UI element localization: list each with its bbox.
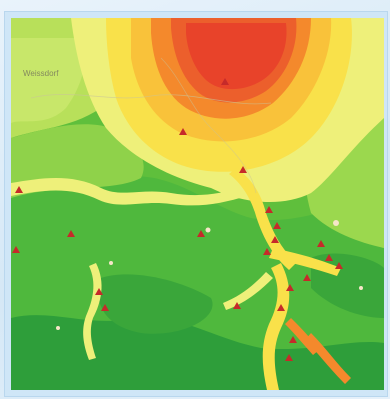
pale-green-patch [11,38,86,123]
triangle-marker-icon[interactable] [265,206,273,213]
triangle-marker-icon[interactable] [285,354,293,361]
heatmap-svg: Weissdorf [11,18,384,390]
triangle-marker-icon[interactable] [12,246,20,253]
triangle-marker-icon[interactable] [95,288,103,295]
triangle-marker-icon[interactable] [325,254,333,261]
triangle-marker-icon[interactable] [277,304,285,311]
triangle-marker-icon[interactable] [335,262,343,269]
hotspot-core [186,23,287,90]
corridor-branch [223,272,273,310]
triangle-marker-icon[interactable] [67,230,75,237]
road-line [30,94,272,105]
corridor-east [269,248,341,276]
triangle-marker-icon[interactable] [101,304,109,311]
corridor-south-orange [285,318,319,355]
dot-layer [56,220,363,330]
location-dot [109,261,113,265]
triangle-marker-icon[interactable] [233,302,241,309]
location-dot [205,227,211,233]
marker-layer [12,78,343,361]
corridor-southeast-orange [305,333,351,384]
triangle-marker-icon[interactable] [289,336,297,343]
triangle-marker-icon[interactable] [317,240,325,247]
corridor-southwest [83,263,102,360]
dark-green-region-south [11,315,384,390]
corridor-central [229,168,296,270]
corridor-west [11,178,247,206]
heatmap-map[interactable]: Weissdorf [11,18,384,390]
dark-green-patch-center [98,274,213,334]
triangle-marker-icon[interactable] [221,78,229,85]
triangle-marker-icon[interactable] [273,222,281,229]
triangle-marker-icon[interactable] [271,236,279,243]
triangle-marker-icon[interactable] [179,128,187,135]
triangle-marker-icon[interactable] [286,284,294,291]
place-label: Weissdorf [23,69,59,78]
location-dot [56,326,60,330]
triangle-marker-icon[interactable] [197,230,205,237]
triangle-marker-icon[interactable] [15,186,23,193]
triangle-marker-icon[interactable] [239,166,247,173]
location-dot [333,220,339,226]
location-dot [359,286,363,290]
corridor-south [262,263,290,390]
triangle-marker-icon[interactable] [263,248,271,255]
road-line [160,57,257,194]
triangle-marker-icon[interactable] [303,274,311,281]
